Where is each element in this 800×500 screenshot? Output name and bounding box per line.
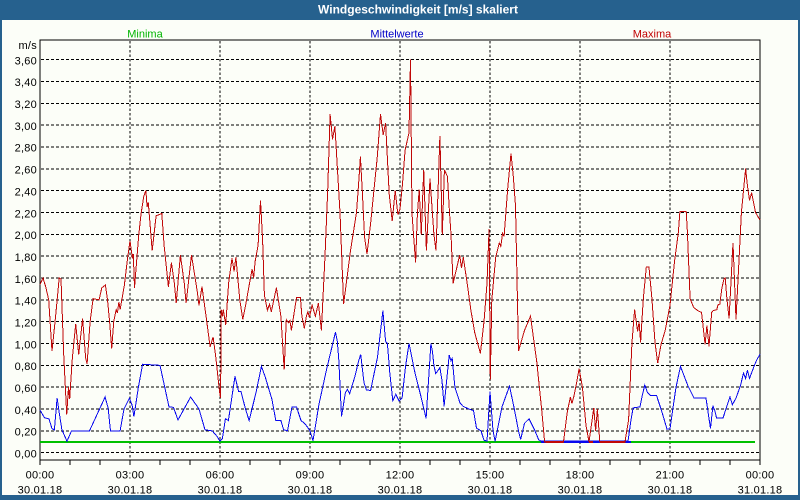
svg-text:21:00: 21:00 [656,470,685,482]
svg-text:31.01.18: 31.01.18 [738,485,783,497]
svg-text:m/s: m/s [19,40,38,52]
svg-text:0,20: 0,20 [15,427,37,439]
svg-text:00:00: 00:00 [746,470,775,482]
svg-text:09:00: 09:00 [296,470,325,482]
svg-text:1,00: 1,00 [15,339,37,351]
svg-text:30.01.18: 30.01.18 [558,485,603,497]
svg-text:30.01.18: 30.01.18 [468,485,513,497]
svg-text:2,00: 2,00 [15,230,37,242]
svg-text:0,40: 0,40 [15,405,37,417]
svg-text:30.01.18: 30.01.18 [378,485,423,497]
svg-text:2,80: 2,80 [15,143,37,155]
svg-text:1,20: 1,20 [15,317,37,329]
svg-text:06:00: 06:00 [206,470,235,482]
svg-text:2,60: 2,60 [15,165,37,177]
svg-text:Mittelwerte: Mittelwerte [370,29,423,41]
svg-text:30.01.18: 30.01.18 [648,485,693,497]
svg-text:30.01.18: 30.01.18 [108,485,153,497]
svg-text:3,20: 3,20 [15,99,37,111]
svg-text:0,00: 0,00 [15,449,37,461]
svg-text:Minima: Minima [127,29,163,41]
svg-text:2,40: 2,40 [15,186,37,198]
svg-text:1,80: 1,80 [15,252,37,264]
svg-text:03:00: 03:00 [116,470,145,482]
svg-text:30.01.18: 30.01.18 [18,485,63,497]
svg-text:1,40: 1,40 [15,296,37,308]
svg-text:30.01.18: 30.01.18 [288,485,333,497]
svg-text:18:00: 18:00 [566,470,595,482]
svg-text:30.01.18: 30.01.18 [198,485,243,497]
svg-text:2,20: 2,20 [15,208,37,220]
svg-text:3,60: 3,60 [15,55,37,67]
svg-text:1,60: 1,60 [15,274,37,286]
svg-text:00:00: 00:00 [26,470,55,482]
svg-text:Windgeschwindigkeit [m/s] skal: Windgeschwindigkeit [m/s] skaliert [318,3,518,17]
svg-text:12:00: 12:00 [386,470,415,482]
svg-text:15:00: 15:00 [476,470,505,482]
svg-text:0,80: 0,80 [15,361,37,373]
svg-text:3,00: 3,00 [15,121,37,133]
svg-text:0,60: 0,60 [15,383,37,395]
svg-text:Maxima: Maxima [633,29,672,41]
svg-text:3,40: 3,40 [15,77,37,89]
